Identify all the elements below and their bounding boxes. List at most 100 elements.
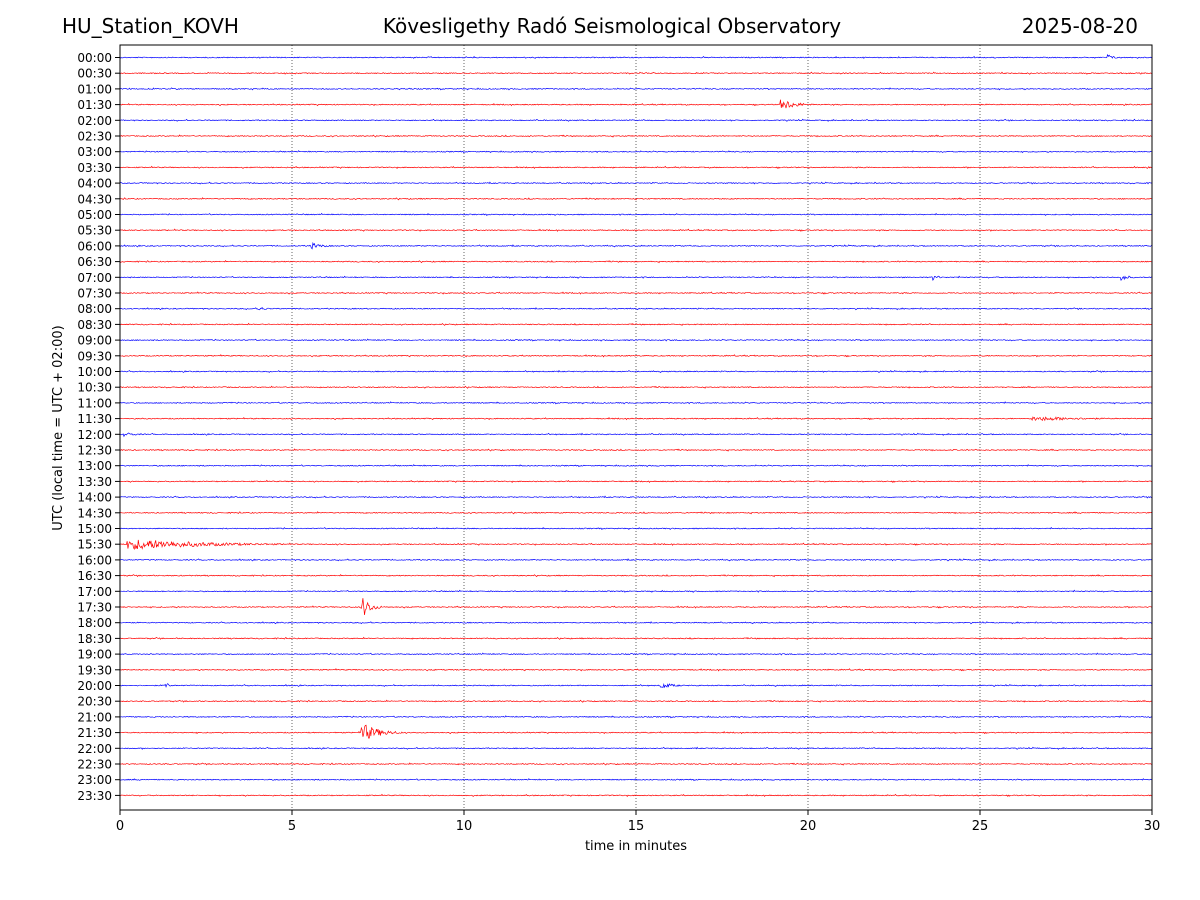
- y-tick-label: 01:30: [77, 98, 112, 112]
- trace-row: [119, 118, 1153, 122]
- chart-title: Kövesligethy Radó Seismological Observat…: [382, 14, 842, 38]
- x-tick-label: 25: [972, 819, 989, 834]
- trace-row: [119, 539, 1153, 551]
- trace-row: [119, 652, 1153, 656]
- trace-row: [120, 181, 1153, 185]
- trace-row: [119, 369, 1153, 374]
- x-ticks: 0 5 10 15 20 25 30: [116, 810, 1160, 834]
- trace-row: [119, 87, 1153, 91]
- trace-row: [119, 636, 1153, 640]
- x-tick-label: 10: [456, 819, 473, 834]
- trace-row: [119, 448, 1153, 452]
- y-tick-label: 08:30: [77, 318, 112, 332]
- y-tick-label: 06:00: [77, 239, 112, 253]
- trace-row: [119, 241, 1153, 250]
- trace-row: [119, 511, 1153, 515]
- y-tick-label: 03:30: [77, 161, 112, 175]
- trace-row: [119, 71, 1153, 75]
- y-tick-label: 02:30: [77, 130, 112, 144]
- trace-row: [119, 598, 1153, 615]
- trace-row: [119, 165, 1153, 170]
- x-tick-label: 0: [116, 819, 124, 834]
- y-tick-label: 14:30: [77, 506, 112, 520]
- trace-row: [119, 385, 1153, 389]
- trace-row: [119, 228, 1153, 232]
- y-tick-label: 23:00: [77, 773, 112, 787]
- y-tick-label: 16:30: [77, 569, 112, 583]
- trace-row: [119, 746, 1153, 750]
- x-tick-label: 20: [800, 819, 817, 834]
- y-tick-label: 00:00: [77, 51, 112, 65]
- trace-row: [119, 338, 1153, 342]
- y-tick-label: 12:00: [77, 428, 112, 442]
- y-tick-label: 19:30: [77, 663, 112, 677]
- y-tick-label: 22:00: [77, 742, 112, 756]
- y-tick-label: 01:00: [77, 82, 112, 96]
- y-tick-label: 03:00: [77, 145, 112, 159]
- trace-row: [119, 682, 1153, 689]
- trace-row: [119, 150, 1153, 154]
- x-axis-label: time in minutes: [585, 839, 687, 854]
- y-tick-label: 00:30: [77, 67, 112, 81]
- trace-row: [119, 416, 1153, 422]
- trace-row: [119, 306, 1153, 311]
- y-tick-label: 18:00: [77, 616, 112, 630]
- y-tick-label: 11:30: [77, 412, 112, 426]
- trace-row: [119, 401, 1153, 405]
- trace-row: [119, 621, 1153, 625]
- x-tick-label: 5: [288, 819, 296, 834]
- plot-frame: [119, 44, 1153, 811]
- y-tick-label: 17:00: [77, 585, 112, 599]
- y-tick-label: 11:00: [77, 396, 112, 410]
- y-tick-label: 14:00: [77, 491, 112, 505]
- y-tick-label: 04:30: [77, 192, 112, 206]
- y-tick-label: 04:00: [77, 177, 112, 191]
- y-tick-label: 06:30: [77, 255, 112, 269]
- trace-row: [119, 53, 1153, 59]
- y-tick-label: 19:00: [77, 648, 112, 662]
- y-tick-label: 09:30: [77, 349, 112, 363]
- y-tick-label: 21:30: [77, 726, 112, 740]
- trace-row: [119, 495, 1153, 499]
- trace-row: [119, 526, 1153, 531]
- grid-lines: [291, 45, 981, 810]
- trace-row: [119, 432, 1153, 438]
- trace-row: [119, 479, 1153, 484]
- trace-row: [119, 197, 1153, 201]
- trace-row: [119, 212, 1153, 217]
- y-tick-label: 09:00: [77, 334, 112, 348]
- y-tick-label: 18:30: [77, 632, 112, 646]
- y-tick-label: 22:30: [77, 758, 112, 772]
- y-tick-label: 10:30: [77, 381, 112, 395]
- y-tick-label: 16:00: [77, 553, 112, 567]
- y-tick-label: 20:30: [77, 695, 112, 709]
- y-tick-label: 08:00: [77, 302, 112, 316]
- y-tick-label: 12:30: [77, 444, 112, 458]
- y-tick-label: 07:00: [77, 271, 112, 285]
- trace-row: [119, 762, 1153, 766]
- trace-row: [119, 99, 1153, 109]
- trace-row: [119, 558, 1153, 562]
- trace-row: [119, 464, 1153, 468]
- trace-row: [119, 715, 1153, 719]
- y-tick-label: 15:00: [77, 522, 112, 536]
- trace-row: [119, 354, 1153, 358]
- trace-row: [119, 699, 1153, 703]
- y-tick-label: 23:30: [77, 789, 112, 803]
- y-axis-label: UTC (local time = UTC + 02:00): [51, 325, 66, 530]
- y-tick-label: 17:30: [77, 601, 112, 615]
- y-tick-label: 07:30: [77, 287, 112, 301]
- trace-row: [119, 322, 1153, 326]
- x-tick-label: 30: [1144, 819, 1161, 834]
- trace-row: [120, 668, 1153, 672]
- trace-row: [119, 291, 1153, 295]
- y-tick-label: 20:00: [77, 679, 112, 693]
- y-tick-label: 10:00: [77, 365, 112, 379]
- trace-row: [119, 793, 1153, 798]
- trace-row: [119, 778, 1153, 782]
- trace-row: [119, 259, 1153, 264]
- y-tick-label: 13:30: [77, 475, 112, 489]
- y-tick-label: 21:00: [77, 710, 112, 724]
